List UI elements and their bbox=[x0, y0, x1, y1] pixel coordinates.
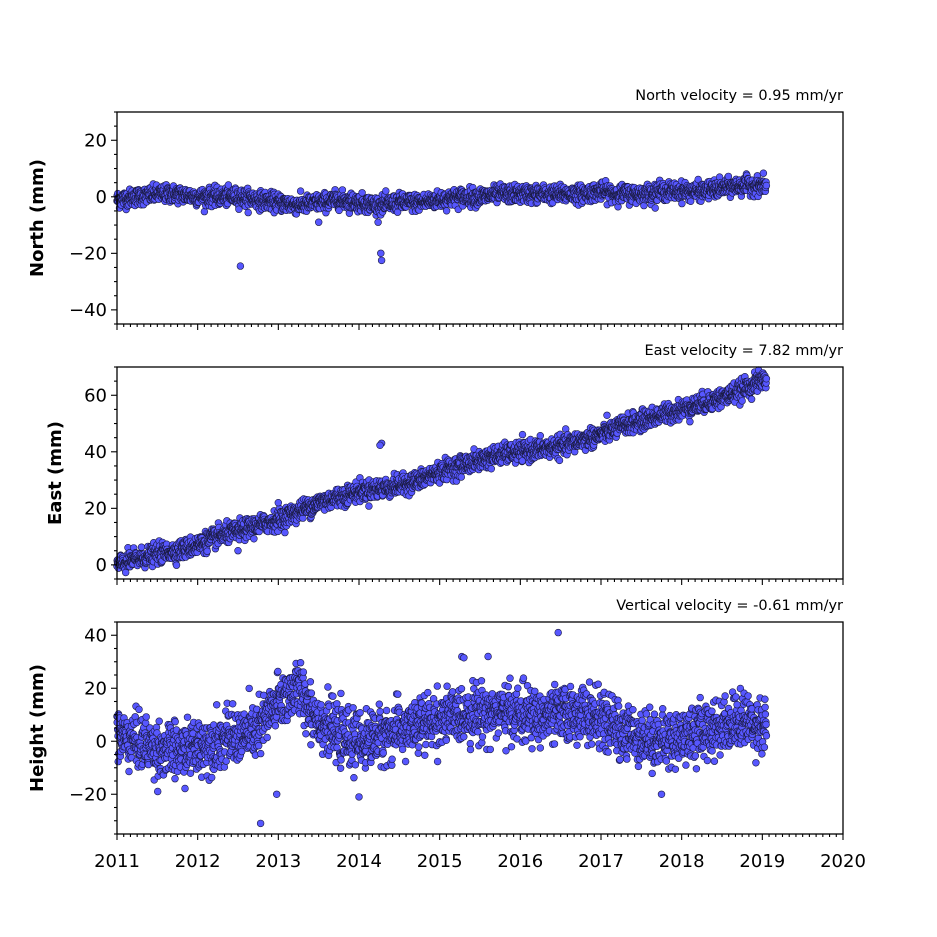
east-data-point bbox=[281, 528, 289, 537]
east-data-point bbox=[365, 502, 373, 510]
east-data-point bbox=[457, 473, 465, 481]
east-data-point bbox=[172, 561, 181, 569]
north-panel-title: North velocity = 0.95 mm/yr bbox=[635, 88, 843, 104]
north-data-point bbox=[296, 187, 305, 195]
north-data-point bbox=[382, 187, 390, 195]
north-data-point bbox=[686, 197, 695, 206]
north-data-point bbox=[724, 172, 733, 181]
east-panel-title: East velocity = 7.82 mm/yr bbox=[644, 343, 843, 359]
east-y-axis-label: East (mm) bbox=[45, 421, 66, 525]
north-data-point bbox=[338, 186, 347, 194]
north-data-point bbox=[200, 207, 209, 216]
north-y-tick-label: −40 bbox=[69, 300, 107, 321]
north-outlier-point bbox=[377, 256, 386, 265]
east-data-point bbox=[203, 547, 211, 555]
north-data-point bbox=[244, 208, 252, 217]
north-y-axis-label: North (mm) bbox=[27, 159, 48, 277]
north-data-point bbox=[651, 204, 659, 212]
north-data-point bbox=[224, 181, 233, 189]
north-y-tick-label: −20 bbox=[69, 243, 107, 264]
east-data-point bbox=[518, 430, 527, 439]
north-y-tick-label: 20 bbox=[84, 130, 107, 151]
east-data-point bbox=[137, 543, 146, 551]
east-data-point bbox=[536, 432, 544, 440]
north-outlier-point bbox=[315, 218, 323, 226]
north-y-tick-label: 0 bbox=[96, 187, 107, 208]
east-data-point bbox=[555, 456, 564, 465]
north-data-point bbox=[374, 218, 382, 226]
north-outlier-point bbox=[377, 249, 385, 258]
north-data-point bbox=[442, 207, 451, 215]
north-data-point bbox=[678, 199, 686, 208]
north-data-point bbox=[759, 169, 768, 177]
east-data-point bbox=[603, 411, 611, 419]
north-panel: North velocity = 0.95 mm/yr North (mm) 2… bbox=[27, 88, 844, 330]
east-data-point bbox=[250, 535, 258, 543]
north-outlier-point bbox=[236, 262, 245, 270]
east-data-point bbox=[487, 465, 495, 473]
north-data-points bbox=[113, 169, 771, 270]
north-data-point bbox=[762, 181, 771, 190]
